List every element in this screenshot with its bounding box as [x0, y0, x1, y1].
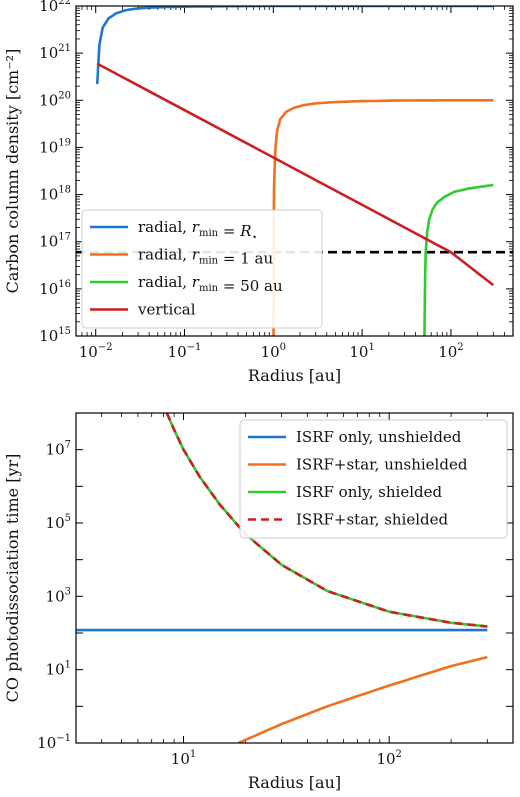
y-tick-label: 1016: [39, 279, 71, 298]
x-axis-label: Radius [au]: [248, 366, 341, 385]
y-axis-label: CO photodissociation time [yr]: [3, 454, 22, 703]
legend: radial, rmin = R⋆ radial, rmin = 1 au radi…: [81, 209, 323, 329]
y-axis-label: Carbon column density [cm⁻²]: [3, 49, 22, 294]
plot-frame: [75, 5, 514, 337]
y-tick-label: 1017: [39, 232, 71, 251]
x-tick-label: 101: [349, 342, 374, 361]
series-line-2: [272, 99, 494, 336]
y-tick-label: 1018: [39, 185, 71, 204]
legend-label: vertical: [137, 301, 196, 319]
x-axis-label: Radius [au]: [248, 773, 341, 792]
legend: ISRF only, unshielded ISRF+star, unshield…: [239, 419, 508, 539]
y-tick-label: 1019: [39, 137, 71, 156]
chart-panel-2: 101 102 10−1 101 103 105 107 Radius [au] CO phot…: [3, 412, 514, 792]
y-tick-label: 103: [46, 586, 71, 605]
legend-box: [239, 419, 508, 539]
y-tick-label: 1020: [39, 90, 71, 109]
y-tick-label: 1022: [39, 0, 71, 15]
y-tick-label: 1015: [39, 326, 71, 345]
legend-label: ISRF+star, unshielded: [296, 456, 468, 474]
series-line-1: [95, 6, 494, 85]
y-tick-label: 1021: [39, 43, 71, 62]
y-tick-label: 10−1: [37, 733, 71, 752]
series-line-4: [96, 62, 495, 287]
legend-label: radial, rmin = R⋆: [138, 218, 258, 243]
legend-label: ISRF+star, shielded: [296, 511, 449, 529]
y-tick-label: 107: [46, 440, 71, 459]
y-tick-label: 101: [46, 660, 71, 679]
x-tick-label: 10−1: [168, 342, 202, 361]
x-tick-label: 102: [376, 749, 401, 768]
legend-label: radial, rmin = 1 au: [138, 246, 273, 268]
x-tick-label: 10−2: [79, 342, 113, 361]
x-tick-label: 100: [261, 342, 286, 361]
plot-frame: [75, 412, 514, 744]
chart-panel-1: 10−2 10−1 100 101 102 1015 1016 1017 1018 1019 102…: [3, 0, 514, 385]
legend-box: [81, 209, 323, 329]
y-tick-label: 105: [46, 513, 71, 532]
legend-label: ISRF only, shielded: [296, 483, 442, 501]
series-line-3: [423, 183, 494, 336]
legend-label: radial, rmin = 50 au: [138, 273, 283, 295]
series-line-2: [237, 655, 488, 743]
x-tick-label: 101: [171, 749, 196, 768]
legend-label: ISRF only, unshielded: [296, 428, 462, 446]
x-tick-label: 102: [438, 342, 463, 361]
